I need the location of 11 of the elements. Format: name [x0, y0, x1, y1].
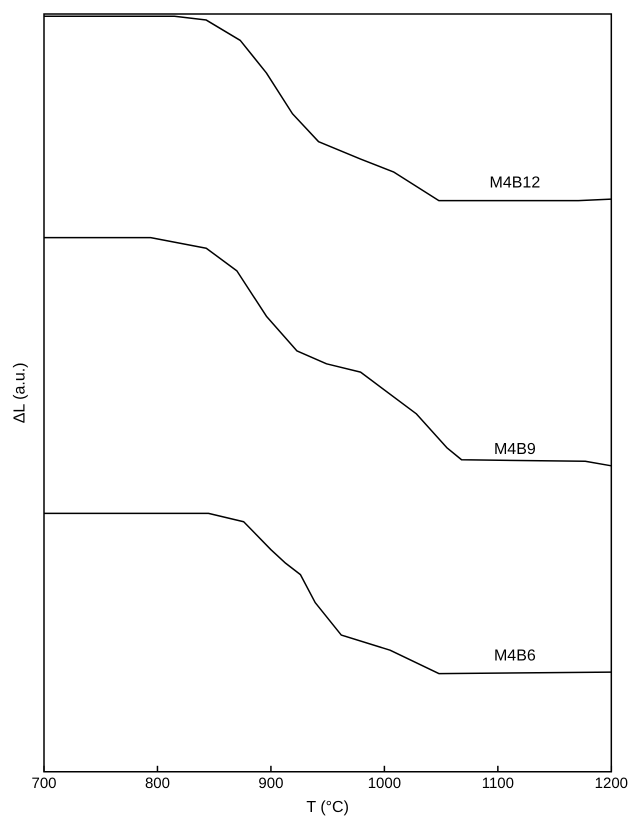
x-tick-label: 1000 [368, 774, 402, 792]
x-tick-label: 900 [258, 774, 284, 792]
series-label: M4B6 [494, 647, 536, 664]
x-tick-label: 1200 [594, 774, 628, 792]
x-tick-label: 1100 [482, 774, 514, 792]
x-tick-label: 700 [31, 774, 57, 792]
series-label: M4B12 [490, 174, 540, 192]
y-axis-title: ΔL (a.u.) [11, 362, 28, 424]
x-axis-title: T (°C) [306, 798, 349, 816]
series-label: M4B9 [494, 441, 536, 458]
x-tick-label: 800 [144, 774, 170, 792]
